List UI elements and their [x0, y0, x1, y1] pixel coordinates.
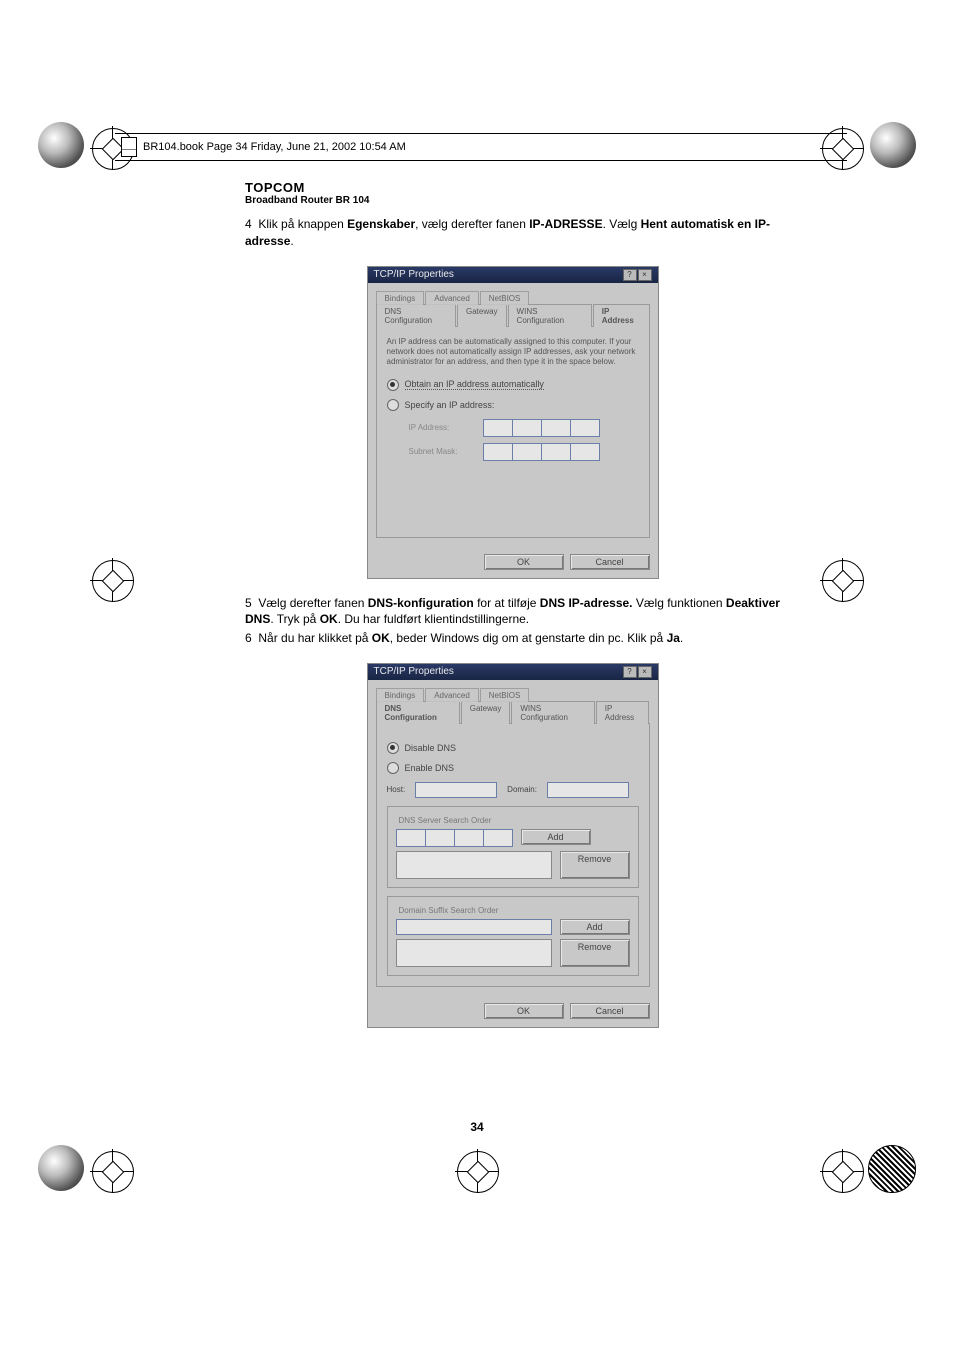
window-buttons: ?×	[622, 666, 652, 678]
add-button[interactable]: Add	[521, 829, 591, 845]
tab-bindings[interactable]: Bindings	[376, 688, 425, 702]
dialog-titlebar: TCP/IP Properties ?×	[368, 267, 658, 283]
tab-dns[interactable]: DNS Configuration	[376, 304, 456, 327]
cancel-button[interactable]: Cancel	[570, 554, 650, 570]
add-button[interactable]: Add	[560, 919, 630, 935]
tab-netbios[interactable]: NetBIOS	[480, 688, 530, 702]
tcpip-dialog-dns: TCP/IP Properties ?× Bindings Advanced N…	[367, 663, 659, 1028]
tab-row-front: DNS Configuration Gateway WINS Configura…	[376, 701, 650, 724]
remove-button[interactable]: Remove	[560, 939, 630, 967]
dialog-titlebar: TCP/IP Properties ?×	[368, 664, 658, 680]
radio-specify[interactable]: Specify an IP address:	[387, 399, 639, 411]
tab-advanced[interactable]: Advanced	[425, 291, 479, 305]
dns-ip-input[interactable]	[396, 829, 513, 847]
product-name: Broadband Router BR 104	[245, 195, 780, 206]
help-icon[interactable]: ?	[623, 269, 637, 281]
brand-logo: TOPCOM	[245, 180, 780, 195]
book-header: BR104.book Page 34 Friday, June 21, 2002…	[115, 133, 847, 161]
step-4: 4 Klik på knappen Egenskaber, vælg deref…	[245, 216, 780, 250]
host-input[interactable]	[415, 782, 497, 798]
tab-bindings[interactable]: Bindings	[376, 291, 425, 305]
domain-suffix-group: Domain Suffix Search Order Add Remove	[387, 896, 639, 976]
window-buttons: ?×	[622, 269, 652, 281]
tcpip-dialog-ip: TCP/IP Properties ?× Bindings Advanced N…	[367, 266, 659, 579]
tab-wins[interactable]: WINS Configuration	[511, 701, 594, 724]
tab-row-front: DNS Configuration Gateway WINS Configura…	[376, 304, 650, 327]
tab-netbios[interactable]: NetBIOS	[480, 291, 530, 305]
close-icon[interactable]: ×	[638, 269, 652, 281]
ok-button[interactable]: OK	[484, 1003, 564, 1019]
cancel-button[interactable]: Cancel	[570, 1003, 650, 1019]
book-header-text: BR104.book Page 34 Friday, June 21, 2002…	[143, 141, 406, 153]
step-6: 6 Når du har klikket på OK, beder Window…	[245, 630, 780, 647]
tab-row-back: Bindings Advanced NetBIOS	[376, 291, 650, 305]
remove-button[interactable]: Remove	[560, 851, 630, 879]
book-icon	[121, 137, 137, 157]
ip-address-input[interactable]	[483, 419, 600, 437]
dns-list[interactable]	[396, 851, 552, 879]
radio-obtain-auto[interactable]: Obtain an IP address automatically	[387, 379, 639, 391]
ok-button[interactable]: OK	[484, 554, 564, 570]
tab-gateway[interactable]: Gateway	[461, 701, 511, 724]
ip-address-row: IP Address:	[409, 419, 639, 437]
dns-search-order-group: DNS Server Search Order Add Remove	[387, 806, 639, 888]
tab-advanced[interactable]: Advanced	[425, 688, 479, 702]
close-icon[interactable]: ×	[638, 666, 652, 678]
page-number: 34	[0, 1120, 954, 1134]
dialog-title: TCP/IP Properties	[374, 269, 454, 280]
subnet-mask-row: Subnet Mask:	[409, 443, 639, 461]
dialog-title: TCP/IP Properties	[374, 666, 454, 677]
page-content: TOPCOM Broadband Router BR 104 4 Klik på…	[245, 180, 780, 1044]
step-5: 5 Vælg derefter fanen DNS-konfiguration …	[245, 595, 780, 629]
radio-enable-dns[interactable]: Enable DNS	[387, 762, 639, 774]
help-icon[interactable]: ?	[623, 666, 637, 678]
tab-row-back: Bindings Advanced NetBIOS	[376, 688, 650, 702]
radio-disable-dns[interactable]: Disable DNS	[387, 742, 639, 754]
tab-wins[interactable]: WINS Configuration	[508, 304, 592, 327]
subnet-mask-input[interactable]	[483, 443, 600, 461]
suffix-list[interactable]	[396, 939, 552, 967]
radio-icon	[387, 762, 399, 774]
radio-icon	[387, 379, 399, 391]
tab-dns[interactable]: DNS Configuration	[376, 701, 460, 724]
radio-icon	[387, 742, 399, 754]
host-domain-row: Host: Domain:	[387, 782, 639, 798]
radio-icon	[387, 399, 399, 411]
tab-ipaddress[interactable]: IP Address	[596, 701, 650, 724]
tab-gateway[interactable]: Gateway	[457, 304, 507, 327]
ip-description: An IP address can be automatically assig…	[387, 337, 639, 367]
tab-ipaddress[interactable]: IP Address	[593, 304, 650, 327]
domain-input[interactable]	[547, 782, 629, 798]
suffix-input[interactable]	[396, 919, 552, 935]
